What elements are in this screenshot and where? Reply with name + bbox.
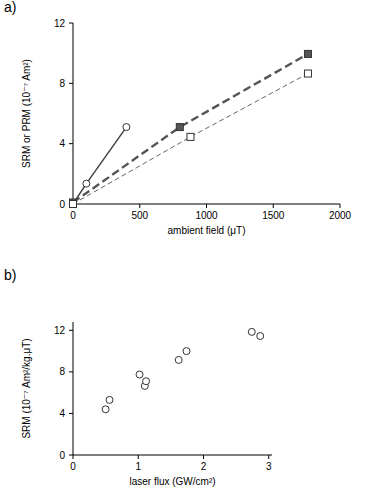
x-tick bbox=[73, 455, 74, 459]
panel: a) 0 500 1000 1500 2000 0 4 8 12 ambient field (μT… bbox=[4, 0, 352, 236]
data-point bbox=[123, 124, 130, 131]
data-point bbox=[304, 70, 311, 77]
y-tick-label: 12 bbox=[54, 325, 66, 336]
data-point bbox=[304, 50, 311, 57]
y-tick bbox=[69, 371, 73, 372]
data-point bbox=[257, 333, 264, 340]
y-tick-label: 4 bbox=[59, 138, 65, 149]
plot-area bbox=[102, 328, 264, 412]
y-tick bbox=[69, 413, 73, 414]
y-tick bbox=[69, 143, 73, 144]
panel-label: b) bbox=[4, 267, 16, 283]
x-axis bbox=[73, 455, 272, 456]
x-tick-label: 2 bbox=[201, 461, 207, 472]
data-point bbox=[83, 180, 90, 187]
x-tick bbox=[139, 204, 140, 208]
data-point bbox=[102, 406, 109, 413]
y-axis bbox=[73, 23, 74, 204]
plot-area bbox=[70, 50, 312, 207]
y-axis-label: SRM (10⁻⁷ Am²/kg.μT) bbox=[21, 338, 32, 438]
y-tick bbox=[69, 330, 73, 331]
series-line bbox=[73, 74, 308, 204]
x-tick-label: 0 bbox=[70, 210, 76, 221]
data-point bbox=[248, 328, 255, 335]
x-tick bbox=[268, 455, 269, 459]
data-point bbox=[183, 348, 190, 355]
data-point bbox=[70, 201, 77, 208]
y-tick bbox=[69, 455, 73, 456]
x-tick-label: 1500 bbox=[262, 210, 285, 221]
data-point bbox=[136, 371, 143, 378]
y-tick-label: 12 bbox=[54, 18, 66, 29]
x-tick-label: 3 bbox=[266, 461, 272, 472]
x-tick-label: 1000 bbox=[195, 210, 218, 221]
data-point bbox=[70, 201, 77, 208]
y-tick-label: 0 bbox=[59, 199, 65, 210]
x-tick bbox=[206, 204, 207, 208]
y-tick bbox=[69, 83, 73, 84]
data-point bbox=[176, 124, 183, 131]
panel: b)012304812laser flux (GW/cm²)SRM (10⁻⁷ … bbox=[4, 267, 272, 487]
x-tick bbox=[138, 455, 139, 459]
series-line bbox=[73, 127, 126, 204]
y-tick bbox=[69, 23, 73, 24]
data-point bbox=[106, 396, 113, 403]
x-tick bbox=[203, 455, 204, 459]
y-tick-label: 4 bbox=[59, 408, 65, 419]
x-tick bbox=[273, 204, 274, 208]
x-tick-label: 1 bbox=[135, 461, 141, 472]
y-tick-label: 8 bbox=[59, 366, 65, 377]
series-line bbox=[73, 54, 308, 203]
y-axis-label: SRM or PRM (10⁻⁷ Am²) bbox=[21, 59, 32, 168]
data-point bbox=[143, 378, 150, 385]
y-tick-label: 0 bbox=[59, 450, 65, 461]
x-axis-label: laser flux (GW/cm²) bbox=[129, 476, 215, 487]
x-tick-label: 2000 bbox=[329, 210, 352, 221]
x-tick bbox=[340, 204, 341, 208]
y-tick-label: 8 bbox=[59, 78, 65, 89]
data-point bbox=[187, 133, 194, 140]
data-point bbox=[175, 356, 182, 363]
y-axis bbox=[73, 322, 74, 455]
panel-label: a) bbox=[4, 0, 16, 15]
figure: a)050010001500200004812ambient field (μT… bbox=[0, 0, 376, 497]
x-axis-label: ambient field (μT) bbox=[167, 225, 245, 236]
x-tick-label: 500 bbox=[131, 210, 148, 221]
x-tick-label: 0 bbox=[70, 461, 76, 472]
